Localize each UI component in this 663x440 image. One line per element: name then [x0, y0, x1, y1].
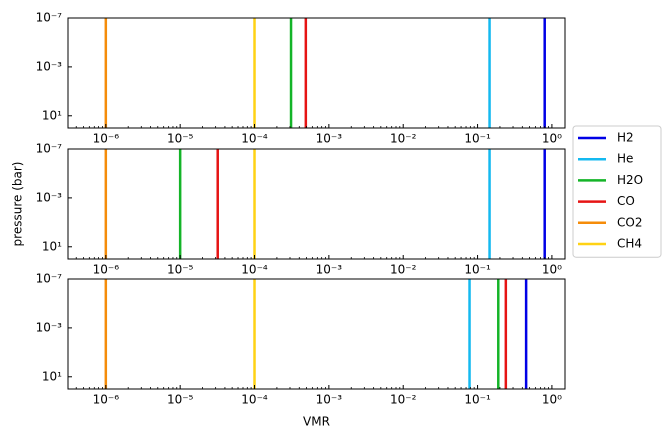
y-tick-label: 10⁻³	[36, 59, 63, 73]
x-tick-label: 10⁻⁶	[93, 393, 120, 407]
y-tick-label: 10⁻³	[36, 190, 63, 204]
axes-frame	[67, 148, 566, 260]
legend-label: CO	[617, 194, 635, 208]
y-tick-label: 10⁻⁷	[36, 142, 63, 156]
y-tick-label: 10¹	[42, 108, 62, 122]
y-axis-label: pressure (bar)	[11, 162, 25, 247]
x-tick-label: 10⁻²	[390, 132, 417, 146]
legend-label: H2O	[617, 173, 643, 187]
x-tick-label: 10⁻³	[316, 132, 343, 146]
y-tick-label: 10¹	[42, 369, 62, 383]
x-tick-label: 10⁰	[542, 393, 562, 407]
x-axis-label: VMR	[303, 415, 330, 429]
legend-label: H2	[617, 131, 634, 145]
y-tick-label: 10⁻⁷	[36, 272, 63, 286]
x-tick-label: 10⁻⁶	[93, 132, 120, 146]
legend-label: CH4	[617, 237, 642, 251]
x-tick-label: 10⁻⁵	[167, 132, 194, 146]
x-tick-label: 10⁻³	[316, 393, 343, 407]
y-tick-label: 10⁻³	[36, 320, 63, 334]
x-tick-label: 10⁻³	[316, 263, 343, 277]
x-tick-label: 10⁻⁶	[93, 263, 120, 277]
x-tick-label: 10⁻¹	[464, 132, 491, 146]
axes-frame	[67, 278, 566, 390]
x-tick-label: 10⁻¹	[464, 263, 491, 277]
legend-label: He	[617, 152, 633, 166]
x-tick-label: 10⁻⁴	[241, 132, 268, 146]
x-tick-label: 10⁻¹	[464, 393, 491, 407]
x-tick-label: 10⁻⁵	[167, 263, 194, 277]
x-tick-label: 10⁰	[542, 263, 562, 277]
y-tick-label: 10⁻⁷	[36, 11, 63, 25]
x-tick-label: 10⁻²	[390, 263, 417, 277]
x-tick-label: 10⁻⁵	[167, 393, 194, 407]
x-tick-label: 10⁻⁴	[241, 393, 268, 407]
legend-label: CO2	[617, 215, 642, 229]
axes-frame	[67, 17, 566, 129]
x-tick-label: 10⁰	[542, 132, 562, 146]
y-tick-label: 10¹	[42, 239, 62, 253]
x-tick-label: 10⁻⁴	[241, 263, 268, 277]
x-tick-label: 10⁻²	[390, 393, 417, 407]
